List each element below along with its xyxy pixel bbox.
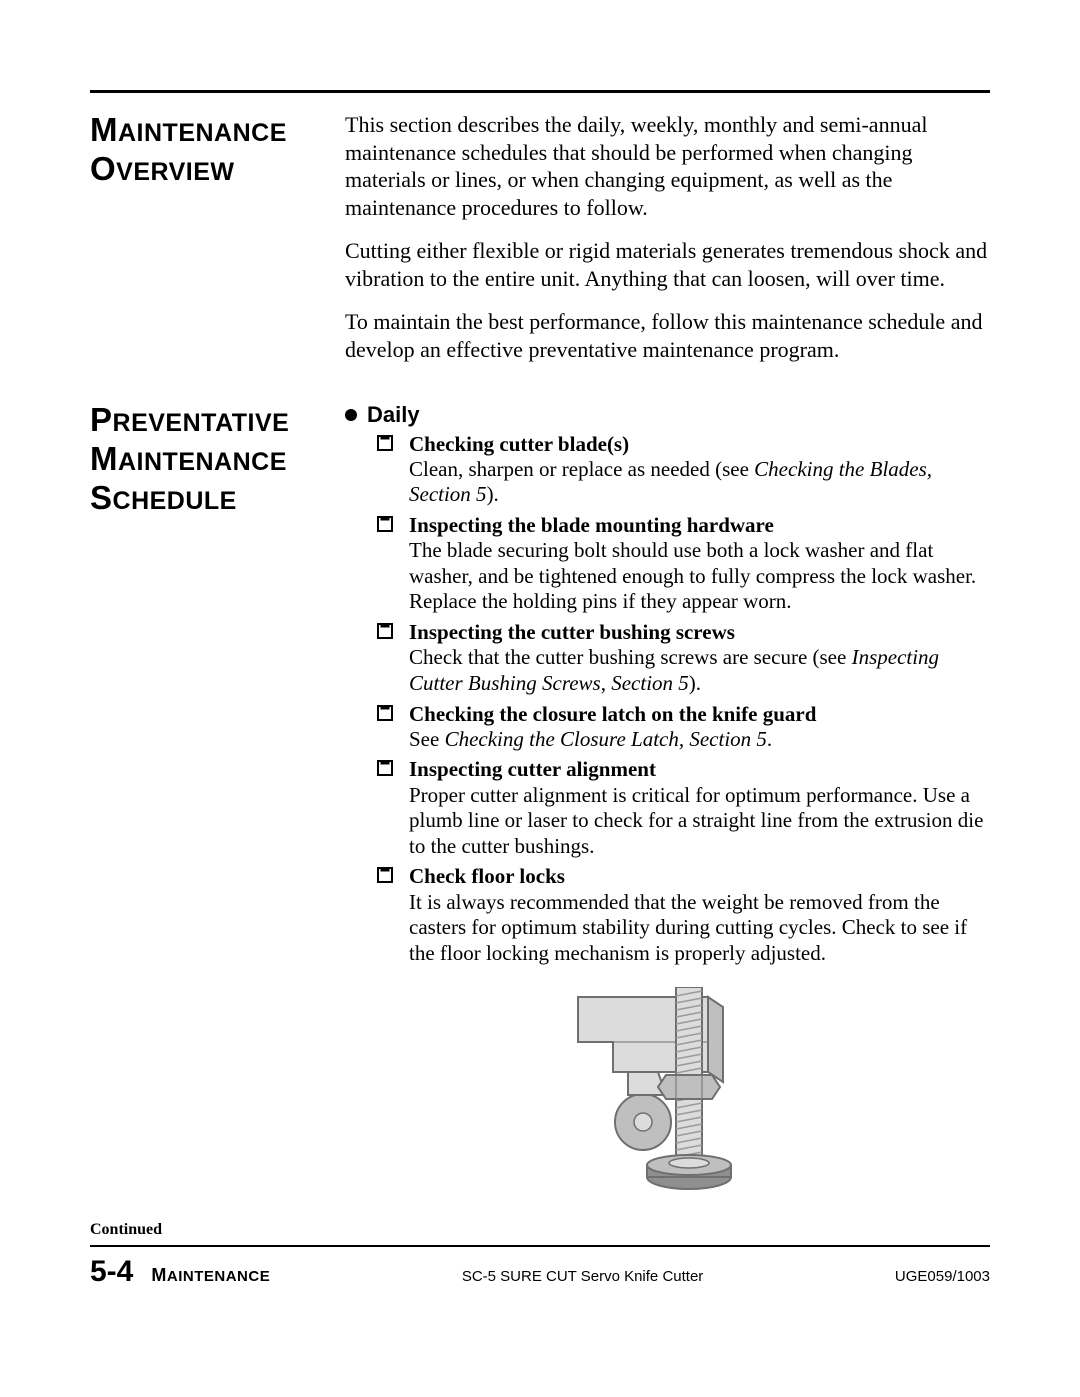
- footer: 5-4 MAINTENANCE SC-5 SURE CUT Servo Knif…: [90, 1255, 990, 1289]
- checkbox-icon: [377, 867, 393, 883]
- top-rule: [90, 90, 990, 93]
- checklist-item: Checking cutter blade(s)Clean, sharpen o…: [377, 431, 990, 508]
- checklist-item-title: Inspecting the cutter bushing screws: [409, 619, 990, 645]
- checklist-item-title: Inspecting cutter alignment: [409, 756, 990, 782]
- schedule-heading: PREVENTATIVE MAINTENANCE SCHEDULE: [90, 401, 335, 518]
- checklist-item-body: See Checking the Closure Latch, Section …: [409, 727, 990, 753]
- checkbox-icon: [377, 435, 393, 451]
- checklist-item-title: Inspecting the blade mounting hardware: [409, 512, 990, 538]
- checklist-item-body: Clean, sharpen or replace as needed (see…: [409, 457, 990, 508]
- heading-cap: S: [90, 479, 113, 516]
- bullet-icon: [345, 409, 357, 421]
- heading-cap: P: [90, 401, 113, 438]
- footer-product: SC-5 SURE CUT Servo Knife Cutter: [462, 1268, 703, 1285]
- checkbox-icon: [377, 760, 393, 776]
- footer-section-label: MAINTENANCE: [151, 1265, 270, 1286]
- footer-section-rest: AINTENANCE: [167, 1268, 270, 1285]
- overview-p2: Cutting either flexible or rigid materia…: [345, 237, 990, 292]
- heading-rest: REVENTATIVE: [113, 409, 290, 437]
- daily-label: Daily: [367, 401, 420, 429]
- checklist-item-body: Proper cutter alignment is critical for …: [409, 783, 990, 860]
- page-number: 5-4: [90, 1255, 133, 1289]
- heading-rest: AINTENANCE: [118, 448, 287, 476]
- checklist-item: Inspecting cutter alignmentProper cutter…: [377, 756, 990, 859]
- checkbox-icon: [377, 623, 393, 639]
- checklist-item-title: Check floor locks: [409, 863, 990, 889]
- overview-p1: This section describes the daily, weekly…: [345, 111, 990, 221]
- checklist-item: Inspecting the blade mounting hardwareTh…: [377, 512, 990, 615]
- schedule-body: Daily Checking cutter blade(s)Clean, sha…: [345, 401, 990, 1203]
- overview-heading: MAINTENANCE OVERVIEW: [90, 111, 335, 189]
- checklist-item-title: Checking the closure latch on the knife …: [409, 701, 990, 727]
- footer-left: 5-4 MAINTENANCE: [90, 1255, 270, 1289]
- checklist-item-body: Check that the cutter bushing screws are…: [409, 645, 990, 696]
- schedule-section: PREVENTATIVE MAINTENANCE SCHEDULE Daily …: [90, 401, 990, 1203]
- continued-label: Continued: [90, 1221, 990, 1239]
- checklist-item-title: Checking cutter blade(s): [409, 431, 990, 457]
- overview-section: MAINTENANCE OVERVIEW This section descri…: [90, 111, 990, 379]
- schedule-sidebar: PREVENTATIVE MAINTENANCE SCHEDULE: [90, 401, 345, 518]
- checkbox-icon: [377, 705, 393, 721]
- heading-rest: VERVIEW: [116, 158, 234, 186]
- heading-rest: CHEDULE: [113, 487, 237, 515]
- page: MAINTENANCE OVERVIEW This section descri…: [0, 0, 1080, 1397]
- checklist-item-body: It is always recommended that the weight…: [409, 890, 990, 967]
- checklist-item: Checking the closure latch on the knife …: [377, 701, 990, 753]
- checkbox-icon: [377, 516, 393, 532]
- footer-docid: UGE059/1003: [895, 1268, 990, 1285]
- checklist-item-body: The blade securing bolt should use both …: [409, 538, 990, 615]
- daily-checklist: Checking cutter blade(s)Clean, sharpen o…: [345, 431, 990, 967]
- floor-lock-figure: [345, 987, 990, 1204]
- heading-cap: O: [90, 150, 116, 187]
- heading-cap: M: [90, 440, 118, 477]
- checklist-item: Inspecting the cutter bushing screwsChec…: [377, 619, 990, 696]
- checklist-item: Check floor locksIt is always recommende…: [377, 863, 990, 966]
- daily-bullet-row: Daily: [345, 401, 990, 429]
- footer-section-cap: M: [151, 1265, 167, 1285]
- bottom-rule: [90, 1245, 990, 1247]
- overview-sidebar: MAINTENANCE OVERVIEW: [90, 111, 345, 189]
- overview-p3: To maintain the best performance, follow…: [345, 308, 990, 363]
- heading-rest: AINTENANCE: [118, 119, 287, 147]
- floor-lock-illustration-icon: [558, 987, 778, 1197]
- heading-cap: M: [90, 111, 118, 148]
- overview-body: This section describes the daily, weekly…: [345, 111, 990, 379]
